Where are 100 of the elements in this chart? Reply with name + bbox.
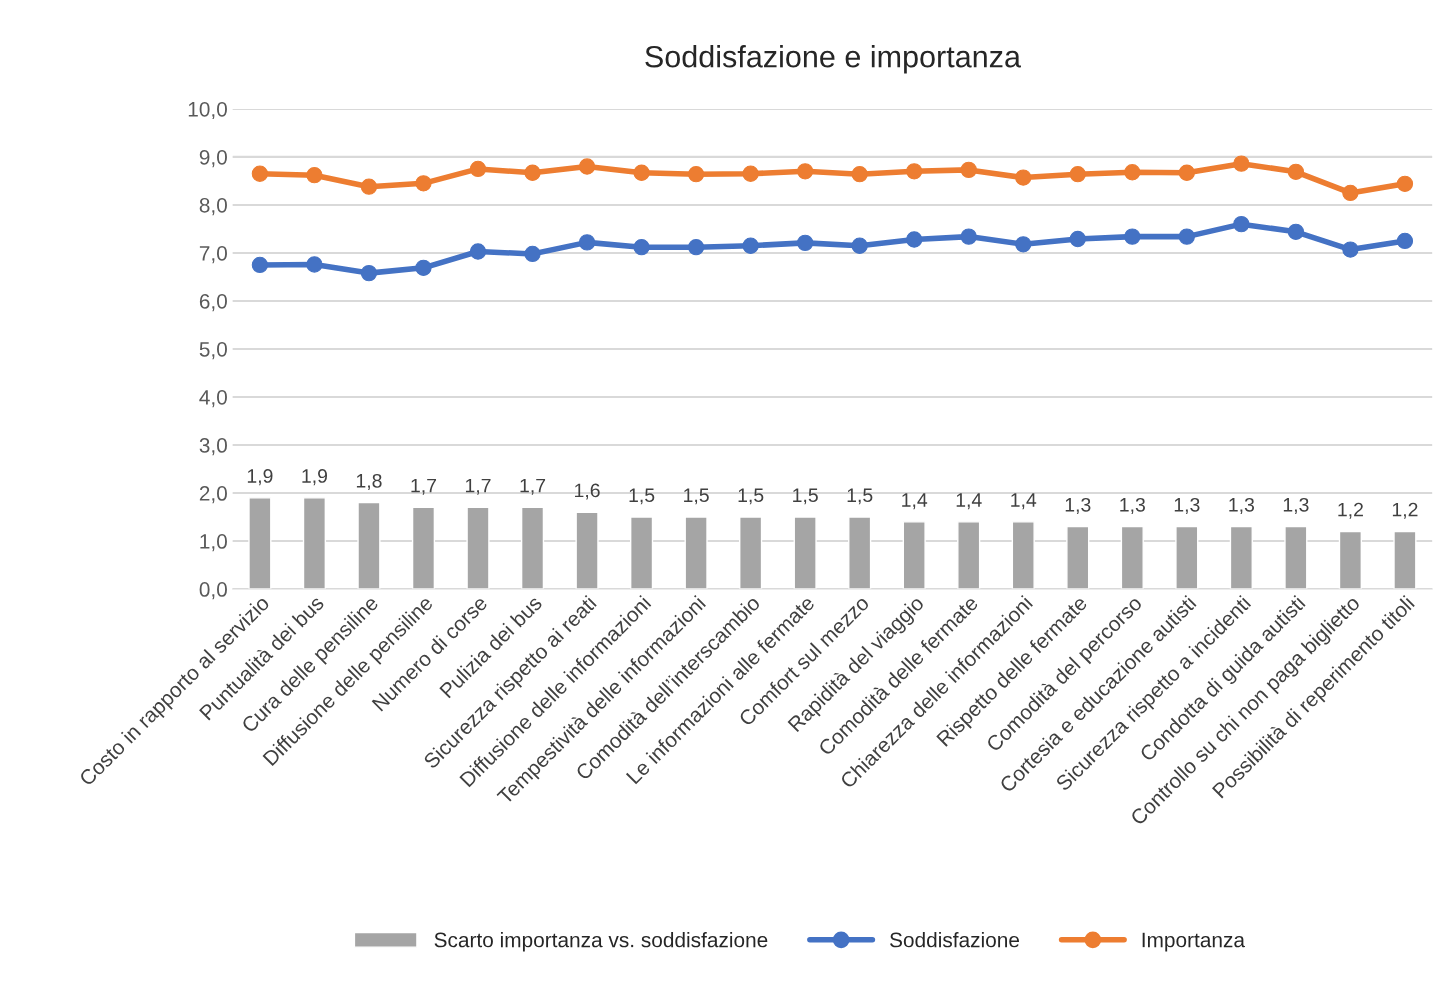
point bbox=[851, 237, 868, 254]
data-label: 1,5 bbox=[738, 488, 764, 505]
bar bbox=[575, 511, 599, 590]
point bbox=[796, 234, 814, 252]
bar bbox=[411, 506, 436, 590]
point bbox=[633, 239, 650, 256]
bar bbox=[1175, 525, 1199, 590]
bar bbox=[1338, 530, 1363, 590]
bar bbox=[739, 516, 763, 590]
point bbox=[1342, 241, 1359, 258]
y-tick-label: 10,0 bbox=[188, 101, 227, 120]
point bbox=[1396, 232, 1414, 250]
point bbox=[578, 234, 596, 251]
y-tick-label: 2,0 bbox=[199, 486, 227, 504]
y-tick-label: 7,0 bbox=[199, 245, 227, 264]
data-label: 1,9 bbox=[302, 469, 328, 486]
point bbox=[469, 160, 487, 178]
data-label: 1,2 bbox=[1392, 502, 1418, 519]
bar bbox=[302, 497, 327, 590]
point bbox=[306, 167, 323, 184]
point bbox=[1124, 164, 1141, 181]
point bbox=[1287, 163, 1305, 180]
point bbox=[960, 228, 977, 245]
bar bbox=[793, 516, 817, 590]
point bbox=[251, 256, 269, 274]
point bbox=[1015, 236, 1032, 253]
data-label: 1,9 bbox=[247, 469, 273, 486]
point bbox=[415, 259, 432, 276]
point bbox=[1396, 175, 1414, 192]
y-tick-label: 0,0 bbox=[199, 582, 227, 600]
point bbox=[796, 163, 814, 180]
bar bbox=[1393, 530, 1417, 590]
bar bbox=[1284, 525, 1308, 590]
point bbox=[1178, 164, 1195, 181]
data-label: 1,5 bbox=[847, 488, 873, 505]
bar bbox=[520, 506, 545, 590]
bar bbox=[957, 521, 981, 590]
point bbox=[1233, 215, 1250, 233]
point bbox=[1233, 155, 1250, 172]
bar bbox=[902, 521, 926, 590]
point bbox=[524, 164, 541, 181]
bar bbox=[248, 497, 272, 590]
point bbox=[524, 245, 541, 263]
point bbox=[469, 243, 487, 260]
bar bbox=[1120, 525, 1144, 590]
point bbox=[360, 264, 378, 282]
point bbox=[906, 231, 923, 248]
legend-label: Importanza bbox=[1142, 932, 1245, 952]
point bbox=[960, 161, 977, 179]
point bbox=[1069, 230, 1086, 248]
legend-label: Scarto importanza vs. soddisfazione bbox=[434, 932, 768, 952]
data-label: 1,7 bbox=[465, 478, 491, 495]
data-label: 1,4 bbox=[1011, 493, 1037, 510]
data-label: 1,3 bbox=[1229, 497, 1255, 514]
point bbox=[578, 158, 596, 175]
y-tick-label: 8,0 bbox=[199, 197, 227, 216]
point bbox=[851, 166, 868, 183]
data-label: 1,5 bbox=[793, 488, 818, 505]
point bbox=[1178, 228, 1195, 245]
bar bbox=[848, 516, 872, 590]
bar bbox=[1011, 521, 1035, 590]
bar bbox=[629, 516, 654, 590]
data-label: 1,5 bbox=[684, 488, 709, 505]
point bbox=[251, 165, 269, 182]
y-tick-label: 3,0 bbox=[199, 438, 227, 456]
point bbox=[306, 256, 323, 273]
point bbox=[415, 175, 432, 192]
data-label: 1,3 bbox=[1174, 497, 1200, 514]
point bbox=[1342, 184, 1359, 202]
data-label: 1,4 bbox=[902, 493, 928, 510]
bar bbox=[357, 501, 381, 590]
legend-label: Soddisfazione bbox=[890, 932, 1020, 948]
data-label: 1,3 bbox=[1120, 497, 1145, 514]
point bbox=[906, 163, 923, 180]
bar bbox=[1066, 525, 1090, 590]
bar bbox=[1229, 525, 1253, 590]
point bbox=[1015, 169, 1032, 186]
point bbox=[633, 164, 650, 181]
point bbox=[742, 237, 759, 254]
point bbox=[1124, 228, 1141, 245]
point bbox=[742, 165, 759, 182]
data-label: 1,3 bbox=[1065, 497, 1091, 514]
point bbox=[687, 166, 705, 183]
y-tick-label: 1,0 bbox=[200, 534, 227, 552]
point bbox=[1287, 223, 1305, 240]
y-tick-label: 6,0 bbox=[199, 293, 227, 312]
point bbox=[1069, 166, 1086, 183]
data-label: 1,4 bbox=[956, 493, 982, 510]
data-label: 1,7 bbox=[520, 478, 546, 495]
point bbox=[360, 178, 378, 195]
point bbox=[687, 239, 705, 256]
y-tick-label: 5,0 bbox=[199, 341, 227, 360]
data-label: 1,3 bbox=[1283, 497, 1309, 514]
data-label: 1,6 bbox=[575, 483, 600, 500]
data-label: 1,8 bbox=[356, 473, 382, 490]
chart-title: Soddisfazione e importanza bbox=[645, 45, 1021, 74]
bar bbox=[466, 506, 490, 590]
data-label: 1,5 bbox=[629, 488, 655, 505]
data-label: 1,2 bbox=[1338, 502, 1363, 519]
y-tick-label: 4,0 bbox=[199, 389, 227, 408]
